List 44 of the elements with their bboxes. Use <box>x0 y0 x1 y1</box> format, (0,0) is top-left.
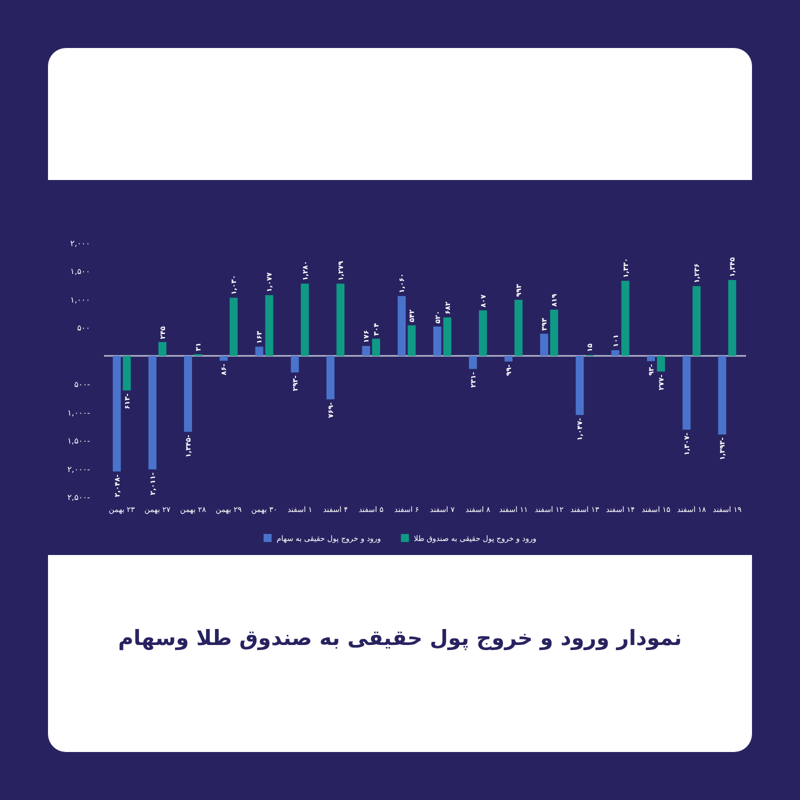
y-tick-label: -۱,۰۰۰ <box>67 408 90 418</box>
bar <box>504 356 513 362</box>
y-tick-label: -۲,۰۰۰ <box>67 464 90 474</box>
bar <box>122 356 131 390</box>
y-tick-label: ۱,۰۰۰ <box>70 295 90 304</box>
bar <box>220 356 228 361</box>
text: نمودار ورود و خروج پول حقیقی به صندوق طلا وسهام <box>118 626 682 651</box>
bar <box>290 356 299 372</box>
bar <box>372 338 380 356</box>
bar <box>326 356 334 400</box>
bar <box>682 356 691 430</box>
y-tick-label: -۱,۵۰۰ <box>67 436 90 446</box>
bar <box>184 356 192 432</box>
bar <box>576 356 584 415</box>
bar <box>540 334 548 356</box>
bar <box>728 280 736 356</box>
y-tick-label: ۱,۵۰۰ <box>70 267 90 276</box>
bar <box>255 346 264 356</box>
bar <box>265 295 274 356</box>
bar <box>300 284 309 356</box>
bar <box>514 300 523 356</box>
bar <box>148 356 156 470</box>
bar <box>443 317 452 356</box>
y-tick-label: ۵۰۰ <box>77 324 90 333</box>
y-tick-label: -۲,۵۰۰ <box>67 493 90 502</box>
y-tick-label: -۵۰۰ <box>74 380 90 390</box>
bar <box>433 326 442 356</box>
bar <box>158 342 166 356</box>
bar <box>718 356 726 435</box>
bar <box>408 325 416 356</box>
bar <box>621 280 630 356</box>
bar <box>230 298 238 356</box>
bar <box>336 284 344 356</box>
bar <box>362 346 370 356</box>
y-tick-label: ۲,۰۰۰ <box>70 239 90 248</box>
bar <box>611 350 620 356</box>
bar <box>478 310 487 356</box>
bar <box>468 356 477 369</box>
bar <box>398 296 406 356</box>
bar <box>112 356 121 472</box>
bar <box>550 310 558 356</box>
bar <box>656 356 665 372</box>
bar <box>692 286 701 356</box>
bar <box>646 356 655 362</box>
